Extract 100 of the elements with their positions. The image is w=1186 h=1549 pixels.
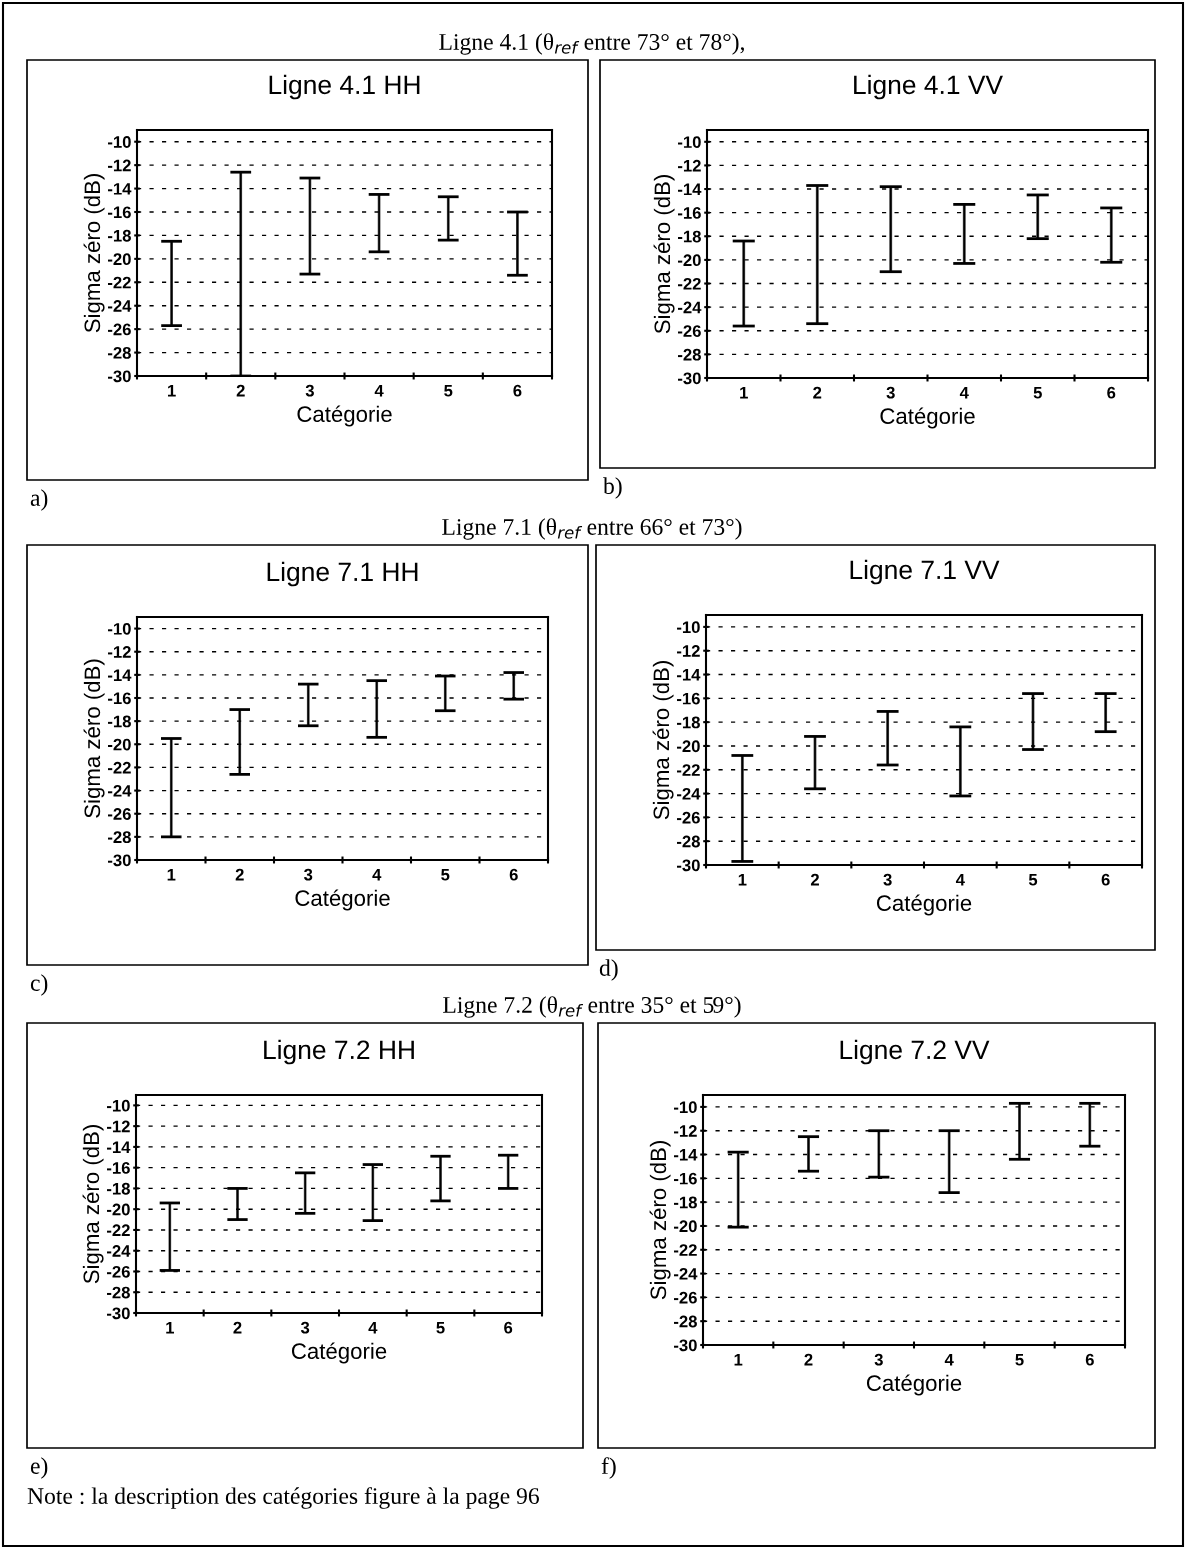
chart-title: Ligne 7.2 VV (840, 1039, 990, 1065)
text: b) (603, 477, 622, 499)
y-tick-label: -22 (107, 1224, 130, 1236)
y-tick-label: -10 (108, 622, 131, 635)
y-tick-label: -30 (107, 1307, 130, 1320)
y-tick-label: -12 (674, 1125, 697, 1137)
x-tick-label: 5 (1028, 873, 1038, 886)
y-tick-label: -10 (674, 1101, 697, 1114)
y-tick-label: -14 (677, 669, 701, 681)
y-tick-label: -20 (107, 1203, 130, 1216)
y-axis-title: Sigma zéro (dB) (82, 1125, 104, 1284)
y-tick-label: -20 (108, 253, 131, 266)
y-tick-label: -24 (108, 300, 132, 312)
y-tick-label: -26 (678, 325, 701, 337)
y-tick-label: -20 (674, 1220, 697, 1233)
y-tick-label: -12 (677, 645, 700, 657)
y-tick-label: -26 (674, 1291, 697, 1304)
x-axis-title: Catégorie (295, 889, 390, 911)
x-tick-label: 1 (167, 868, 176, 881)
y-tick-label: -20 (108, 738, 131, 751)
y-tick-label: -30 (677, 859, 700, 872)
y-tick-label: -22 (108, 276, 131, 289)
x-tick-label: 2 (810, 873, 819, 886)
x-tick-label: 4 (374, 384, 384, 397)
x-tick-label: 3 (886, 386, 895, 399)
text: Ligne 7.1 (θ$_{ref}$ entre 66° et 73°) (442, 518, 742, 540)
x-tick-label: 4 (944, 1353, 954, 1366)
chart-title: Ligne 4.1 VV (854, 74, 1003, 100)
y-tick-label: -28 (108, 831, 131, 844)
text: c) (30, 974, 48, 996)
y-tick-label: -14 (108, 183, 132, 195)
x-tick-label: 3 (300, 1321, 310, 1334)
y-tick-label: -20 (677, 740, 700, 753)
x-tick-label: 1 (168, 384, 176, 397)
x-tick-label: 6 (1085, 1353, 1094, 1366)
text: a) (30, 489, 48, 511)
y-tick-label: -24 (107, 1245, 131, 1257)
y-tick-label: -10 (107, 1099, 130, 1112)
text: f) (601, 1457, 616, 1479)
y-tick-label: -16 (674, 1172, 697, 1185)
y-tick-label: -28 (678, 348, 701, 361)
y-tick-label: -18 (674, 1196, 697, 1209)
x-tick-label: 5 (1033, 386, 1042, 399)
y-tick-label: -16 (678, 207, 701, 219)
y-tick-label: -14 (674, 1149, 698, 1161)
chart-title: Ligne 7.2 HH (264, 1039, 414, 1065)
y-tick-label: -16 (108, 206, 131, 219)
y-tick-label: -24 (674, 1267, 698, 1280)
x-tick-label: 5 (444, 384, 453, 397)
x-tick-label: 6 (1101, 873, 1110, 886)
x-tick-label: 1 (166, 1321, 174, 1334)
y-tick-label: -12 (108, 159, 131, 172)
y-tick-label: -28 (107, 1286, 130, 1299)
y-axis-title: Sigma zéro (dB) (83, 659, 105, 818)
text: Ligne 7.2 (θ$_{ref}$ entre 35° et 59°) (443, 996, 741, 1018)
y-tick-label: -30 (678, 372, 701, 385)
y-axis-title: Sigma zéro (dB) (649, 1141, 671, 1300)
y-axis-title: Sigma zéro (dB) (653, 175, 675, 334)
x-tick-label: 2 (236, 384, 245, 397)
x-tick-label: 2 (233, 1321, 242, 1334)
x-tick-label: 3 (883, 873, 892, 886)
y-tick-label: -10 (677, 621, 700, 634)
y-tick-label: -28 (108, 346, 131, 359)
y-tick-label: -22 (674, 1244, 697, 1256)
x-tick-label: 4 (955, 873, 965, 886)
x-tick-label: 6 (513, 384, 522, 397)
y-tick-label: -16 (108, 692, 131, 705)
y-tick-label: -18 (678, 230, 701, 243)
chart-title: Ligne 7.1 HH (267, 561, 418, 587)
x-tick-label: 5 (436, 1321, 445, 1334)
x-tick-label: 1 (740, 386, 748, 399)
x-tick-label: 6 (509, 868, 518, 881)
y-tick-label: -18 (108, 715, 131, 728)
chart-title: Ligne 7.1 VV (850, 559, 1000, 585)
y-axis-title: Sigma zéro (dB) (652, 661, 674, 820)
y-tick-label: -12 (678, 159, 701, 172)
x-tick-label: 5 (1015, 1353, 1024, 1366)
y-tick-label: -12 (107, 1120, 130, 1133)
y-tick-label: -22 (108, 761, 131, 774)
x-axis-title: Catégorie (880, 407, 975, 429)
y-tick-label: -30 (674, 1339, 697, 1352)
x-tick-label: 2 (235, 868, 244, 881)
x-tick-label: 3 (874, 1353, 883, 1366)
text: Ligne 4.1 (θ$_{ref}$ entre 73° et 78°), (439, 33, 744, 55)
x-tick-label: 3 (305, 384, 314, 397)
y-tick-label: -18 (108, 229, 131, 242)
x-axis-title: Catégorie (291, 1342, 387, 1364)
y-tick-label: -20 (678, 254, 701, 267)
y-tick-label: -24 (678, 301, 702, 314)
y-tick-label: -12 (108, 646, 131, 658)
y-tick-label: -24 (108, 784, 132, 797)
x-tick-label: 2 (804, 1353, 813, 1366)
y-tick-label: -14 (108, 669, 132, 681)
y-tick-label: -14 (107, 1141, 131, 1153)
y-tick-label: -24 (677, 787, 701, 800)
y-tick-label: -10 (678, 136, 701, 149)
x-tick-label: 2 (813, 386, 822, 399)
x-axis-title: Catégorie (866, 1374, 962, 1396)
y-tick-label: -18 (107, 1182, 130, 1195)
x-tick-label: 6 (1107, 386, 1116, 399)
